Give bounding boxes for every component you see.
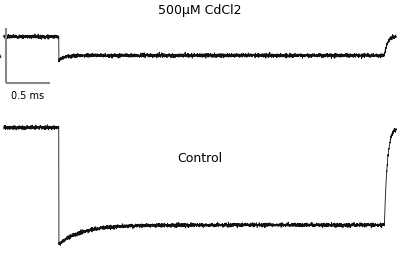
Text: Control: Control: [177, 152, 223, 165]
Text: 500 pA: 500 pA: [0, 51, 2, 60]
Text: 0.5 ms: 0.5 ms: [11, 91, 44, 101]
Text: 500μM CdCl2: 500μM CdCl2: [158, 4, 242, 16]
